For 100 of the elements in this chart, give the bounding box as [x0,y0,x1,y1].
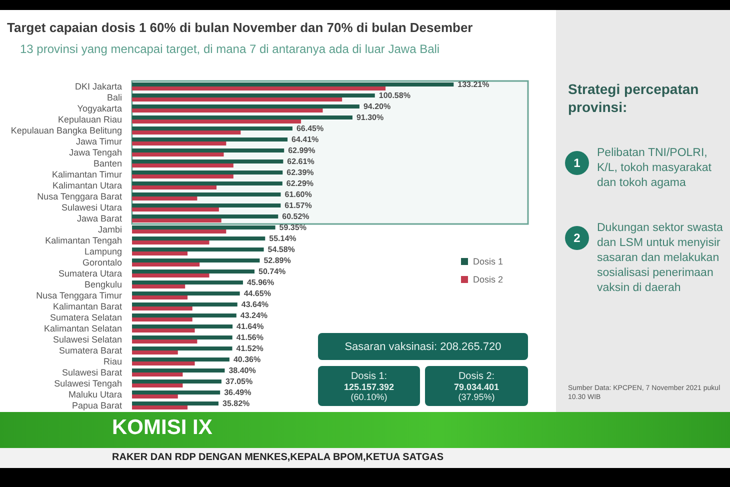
data-label: 38.40% [228,366,256,375]
data-label: 60.52% [282,212,310,221]
y-tick-label: Sumatera Selatan [50,312,122,322]
bar [132,182,282,186]
y-tick-label: Gorontalo [82,258,122,268]
info-box: Dosis 1: 125.157.392 (60.10%) [318,366,420,406]
data-label: 43.24% [240,311,268,320]
data-label: 62.61% [287,157,314,166]
bar [132,148,284,152]
bar [132,214,278,218]
data-label: 41.64% [236,322,264,331]
bar [132,372,183,376]
bar [132,126,292,130]
bar [132,406,188,410]
data-label: 133.21% [458,80,490,89]
bar [132,314,236,318]
data-label: 62.99% [288,146,316,155]
bar [132,208,219,212]
bar [132,218,222,222]
info-box: Dosis 2: 79.034.401 (37.95%) [425,366,528,406]
data-label: 41.52% [236,344,264,353]
chart-subtitle: 13 provinsi yang mencapai target, di mana 7 di antaranya ada di luar Jawa Bali [20,42,440,56]
data-label: 100.58% [378,91,410,100]
bar [132,236,266,240]
data-label: 50.74% [258,267,286,276]
y-tick-label: Kalimantan Tengah [45,236,122,246]
data-label: 61.57% [284,201,312,210]
y-tick-label: Papua Barat [72,400,122,410]
bar [132,116,352,120]
bar [132,152,224,156]
y-tick-label: Maluku Utara [68,390,122,400]
text: Dukungan sektor swasta dan LSM untuk menyisir sasaran dan melakukan sosialisasi penerimaan vaksin di daerah [597,221,724,296]
bar [132,324,233,328]
data-label: 45.96% [246,278,274,287]
bar [132,384,183,388]
data-label: 66.45% [296,124,324,133]
y-tick-label: Riau [103,356,122,366]
bar [132,328,195,332]
y-tick-label: Jawa Tengah [69,148,122,158]
bar [132,170,283,174]
bar [132,104,360,108]
y-tick-label: Kepulauan Bangka Belitung [10,126,122,136]
bar [132,274,210,278]
text: Strategi percepatan provinsi: [568,80,700,116]
bar [132,402,218,406]
bar [132,306,192,310]
bar [132,130,241,134]
data-label: 94.20% [363,102,391,111]
y-tick-label: Jawa Timur [76,136,122,146]
bar [132,318,192,322]
bar [132,350,178,354]
y-tick-label: Bali [106,92,122,102]
annotation: Sasaran vaksinasi: 208.265.720 [344,340,502,352]
y-tick-label: DKI Jakarta [74,82,122,92]
bar [132,94,375,98]
y-tick-label: Banten [93,158,122,168]
bar [132,82,454,86]
data-label: 61.60% [284,190,312,199]
text: RAKER DAN RDP DENGAN MENKES,KEPALA BPOM,KETUA SATGAS [112,452,444,464]
bar [132,240,210,244]
bar [132,390,220,394]
bar [132,346,232,350]
bar [132,86,386,90]
y-tick-label: Sumatera Utara [58,268,122,278]
data-label: 44.65% [244,289,271,298]
data-label: 52.89% [264,256,291,265]
y-tick-label: Jawa Barat [76,214,122,224]
y-tick-label: Lampung [84,246,122,256]
bar [132,302,238,306]
y-tick-label: Kalimantan Timur [52,170,122,180]
legend-label: Dosis 2 [472,274,504,284]
data-label: 36.49% [224,388,252,397]
y-tick-label: Kepulauan Riau [58,114,122,124]
y-tick-label: Sumatera Barat [58,346,122,356]
y-tick-label: Jambi [98,224,122,234]
data-label: 40.36% [233,355,261,364]
y-tick-label: Bengkulu [84,280,122,290]
bar [132,394,178,398]
bar [132,98,342,102]
data-label: 64.41% [292,135,319,144]
bar [132,292,240,296]
bar [132,358,230,362]
bar [132,192,281,196]
chart-title: Target capaian dosis 1 60% di bulan November dan 70% di bulan Desember [7,20,473,35]
data-label: 62.29% [286,179,314,188]
y-tick-label: Kalimantan Utara [52,180,122,190]
bar [132,336,232,340]
bar [132,142,226,146]
info-box: Sasaran vaksinasi: 208.265.720 [318,333,528,360]
bar [132,340,198,344]
bar [132,174,234,178]
data-label: 41.56% [236,333,264,342]
y-tick-label: Nusa Tenggara Barat [37,192,122,202]
text: KOMISI IX [112,415,212,441]
bar [132,296,188,300]
data-label: 62.39% [286,168,314,177]
annotation: Dosis 2: 79.034.401 (37.95%) [452,370,500,402]
bar [132,368,225,372]
data-label: 54.58% [268,245,295,254]
data-label: 43.64% [241,300,269,309]
